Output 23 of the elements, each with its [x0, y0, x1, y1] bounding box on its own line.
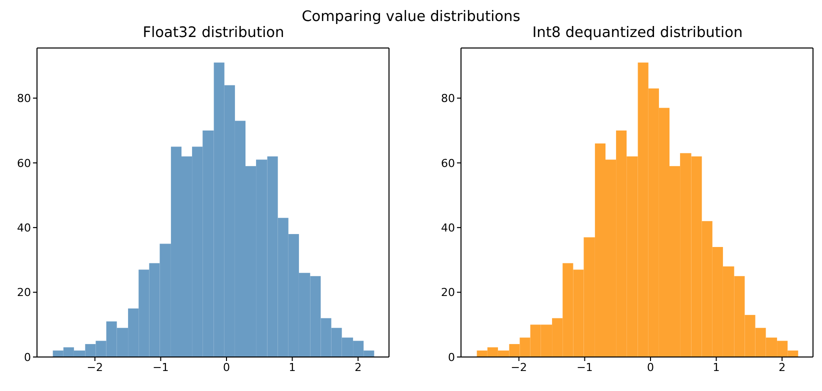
text: Comparing value distributions — [302, 9, 520, 25]
x-tick-label: −1 — [576, 360, 593, 374]
y-tick-label: 60 — [441, 156, 455, 170]
y-tick-label: 20 — [17, 286, 31, 300]
y-tick-label: 40 — [441, 221, 455, 234]
x-tick-label: 0 — [222, 360, 230, 374]
x-tick-label: −1 — [152, 360, 169, 374]
x-tick-label: 0 — [646, 360, 654, 374]
x-tick-label: −2 — [86, 360, 104, 374]
y-tick-label: 0 — [24, 350, 31, 364]
x-tick-label: 2 — [778, 360, 786, 374]
y-tick-label: 0 — [448, 350, 455, 364]
chart-title: Int8 dequantized distribution — [532, 25, 743, 41]
y-tick-label: 40 — [17, 221, 31, 234]
y-tick-label: 60 — [17, 156, 31, 170]
x-tick-label: 1 — [712, 360, 720, 374]
chart-title: Float32 distribution — [142, 25, 284, 41]
x-tick-label: 1 — [288, 360, 296, 374]
x-tick-label: −2 — [510, 360, 528, 374]
y-tick-label: 80 — [17, 92, 31, 106]
y-tick-label: 80 — [441, 92, 455, 106]
y-tick-label: 20 — [441, 286, 455, 300]
x-tick-label: 2 — [354, 360, 362, 374]
